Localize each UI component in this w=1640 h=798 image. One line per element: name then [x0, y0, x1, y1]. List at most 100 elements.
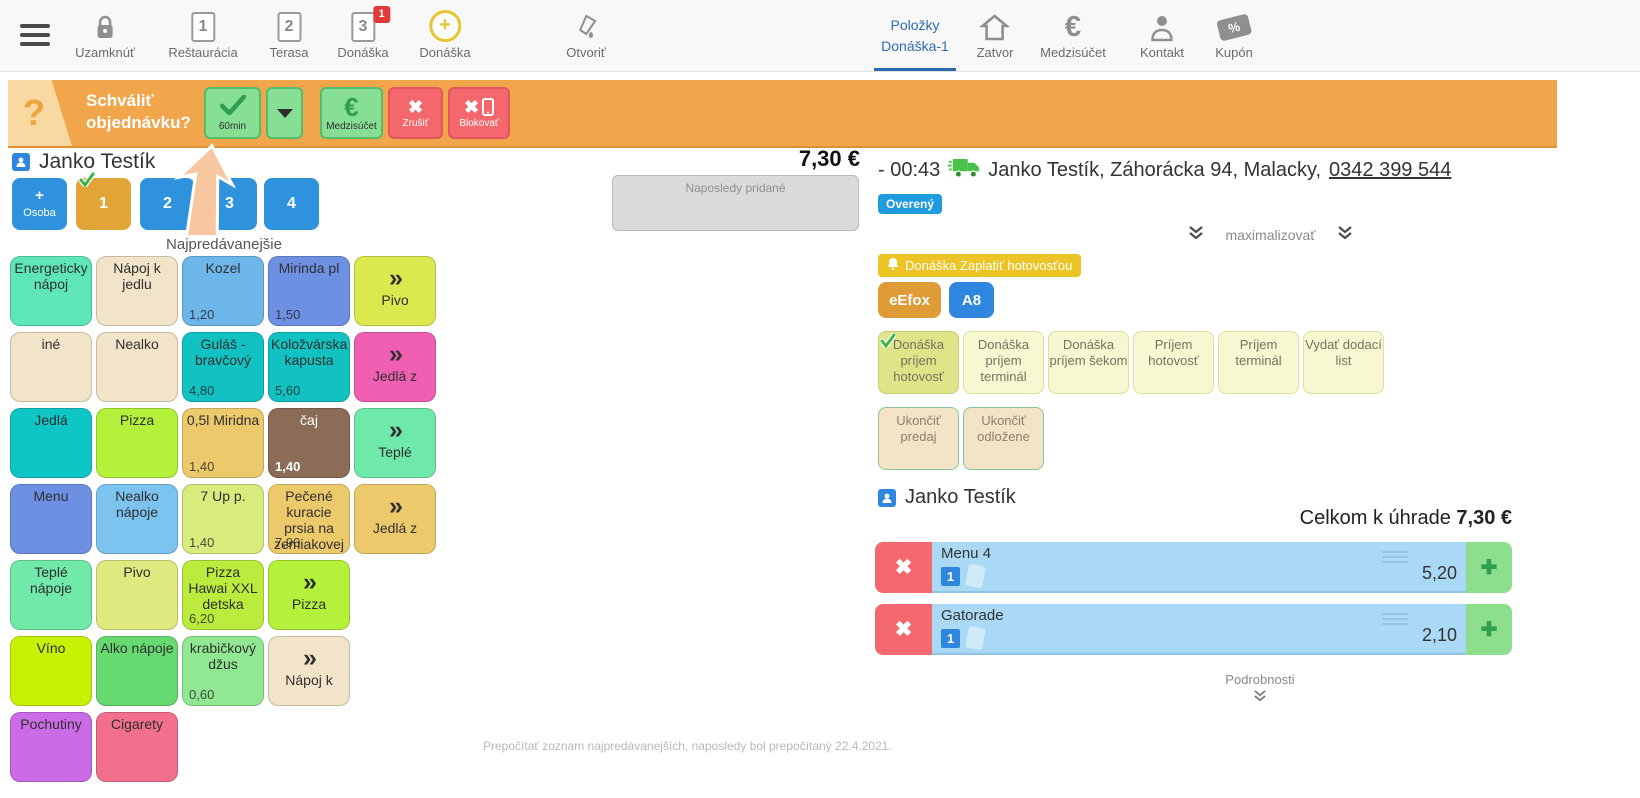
- toolbar-item-kontakt[interactable]: Kontakt: [1140, 8, 1184, 60]
- category-tile[interactable]: Nápoj k jedlu: [96, 256, 178, 326]
- menu-icon[interactable]: [20, 24, 50, 51]
- selected-check-icon: [879, 332, 897, 352]
- product-tile[interactable]: 0,5l Miridna 1,40: [182, 408, 264, 478]
- table-a8-button[interactable]: A8: [949, 282, 994, 318]
- seat-button-2[interactable]: 2: [140, 178, 195, 230]
- tile-label: Kozel: [205, 260, 241, 276]
- toolbar-item-restauracia[interactable]: 1 Reštaurácia: [168, 8, 238, 60]
- numbered-square-icon: 2: [269, 8, 308, 42]
- tab-polozky-donaska[interactable]: Položky Donáška-1: [872, 0, 958, 71]
- last-added-label: Naposledy pridané: [685, 181, 786, 195]
- category-tile[interactable]: Teplé nápoje: [10, 560, 92, 630]
- approve-time-dropdown[interactable]: [266, 87, 303, 139]
- approve-banner: ? Schváliť objednávku? 60min € Medzisúče…: [8, 80, 1557, 148]
- order-customer-name: Janko Testík: [905, 486, 1016, 508]
- product-tile[interactable]: Koložvárska kapusta 5,60: [268, 332, 350, 402]
- question-mark-icon: ?: [8, 80, 72, 146]
- product-tile[interactable]: Guláš - bravčový 4,80: [182, 332, 264, 402]
- tile-price: 4,80: [189, 383, 215, 398]
- product-tile[interactable]: Mirinda pl 1,50: [268, 256, 350, 326]
- payment-button[interactable]: Príjem hotovosť: [1133, 331, 1214, 394]
- tile-label: Pizza Hawai XXL detska: [188, 564, 258, 612]
- category-more-tile[interactable]: » Nápoj k: [268, 636, 350, 706]
- toolbar-item-medzisucet[interactable]: € Medzisúčet: [1040, 8, 1106, 60]
- product-tile[interactable]: čaj 1,40: [268, 408, 350, 478]
- payment-button-label: Donáška príjem terminál: [977, 337, 1030, 384]
- add-item-button[interactable]: ✚: [1466, 542, 1512, 593]
- seat-button-1[interactable]: 1: [76, 171, 131, 230]
- payment-button[interactable]: Donáška príjem terminál: [963, 331, 1044, 394]
- toolbar-item-donaska-plus[interactable]: + Donáška: [419, 8, 471, 60]
- toolbar-item-donaska-3[interactable]: 3 1 Donáška: [337, 6, 390, 60]
- category-tile[interactable]: iné: [10, 332, 92, 402]
- category-more-tile[interactable]: » Teplé: [354, 408, 436, 478]
- payment-button[interactable]: Príjem terminál: [1218, 331, 1299, 394]
- toolbar-item-label: Kupón: [1215, 45, 1253, 60]
- payment-button[interactable]: Donáška príjem hotovosť: [878, 331, 959, 394]
- product-tile[interactable]: 7 Up p. 1,40: [182, 484, 264, 554]
- customer-header: Janko Testík: [12, 150, 155, 174]
- add-item-button[interactable]: ✚: [1466, 604, 1512, 655]
- category-tile[interactable]: Víno: [10, 636, 92, 706]
- category-more-tile[interactable]: » Pizza: [268, 560, 350, 630]
- category-tile[interactable]: Jedlá: [10, 408, 92, 478]
- category-more-tile[interactable]: » Pivo: [354, 256, 436, 326]
- order-item[interactable]: Gatorade 1 2,10: [932, 604, 1466, 655]
- category-tile[interactable]: Nealko nápoje: [96, 484, 178, 554]
- block-customer-button[interactable]: ✖ Blokovať: [448, 87, 510, 139]
- category-tile[interactable]: Pivo: [96, 560, 178, 630]
- cancel-order-button[interactable]: ✖ Zrušiť: [388, 87, 443, 139]
- chevron-right-icon: »: [303, 644, 317, 672]
- drag-handle-icon: [1382, 613, 1408, 628]
- category-tile[interactable]: Pochutiny: [10, 712, 92, 782]
- category-tile[interactable]: Pizza: [96, 408, 178, 478]
- payment-button[interactable]: Vydať dodací list: [1303, 331, 1384, 394]
- payment-button-label: Príjem terminál: [1235, 337, 1282, 368]
- order-item[interactable]: Menu 4 1 5,20: [932, 542, 1466, 593]
- delivery-countdown: - 00:43: [878, 159, 941, 181]
- remove-item-button[interactable]: ✖: [875, 542, 932, 593]
- seat-button-3[interactable]: 3: [202, 178, 257, 230]
- payment-button[interactable]: Donáška príjem šekom: [1048, 331, 1129, 394]
- fiscal-efox-button[interactable]: eEfox: [878, 282, 941, 318]
- seat-button-4[interactable]: 4: [264, 178, 319, 230]
- product-tile[interactable]: krabičkový džus 0,60: [182, 636, 264, 706]
- maximize-toggle[interactable]: maximalizovať: [1188, 226, 1353, 243]
- product-tile[interactable]: Pečené kuracie prsia na zemiakovej 7,90: [268, 484, 350, 554]
- category-tile[interactable]: Energeticky nápoj: [10, 256, 92, 326]
- item-name: Gatorade: [941, 607, 1004, 624]
- toolbar-item-uzamknut[interactable]: Uzamknúť: [75, 8, 135, 60]
- finish-button[interactable]: Ukončiť odložene: [963, 407, 1044, 470]
- recalculate-note[interactable]: Prepočítať zoznam najpredávanejších, nap…: [483, 739, 892, 753]
- toolbar-item-kupon[interactable]: % Kupón: [1215, 8, 1253, 60]
- category-tile[interactable]: Cigarety: [96, 712, 178, 782]
- toolbar-item-otvorit[interactable]: Otvoriť: [566, 8, 606, 60]
- tile-label: Koložvárska kapusta: [271, 336, 348, 368]
- category-tile[interactable]: Alko nápoje: [96, 636, 178, 706]
- approve-order-button[interactable]: 60min: [204, 87, 261, 139]
- toolbar-item-zatvor[interactable]: Zatvor: [977, 8, 1014, 60]
- seat-button-add-person[interactable]: + Osoba: [12, 178, 67, 230]
- category-more-tile[interactable]: » Jedlá z: [354, 484, 436, 554]
- chevron-double-down-icon: [1254, 690, 1266, 702]
- chevron-double-down-icon: [1337, 226, 1353, 243]
- home-icon: [977, 8, 1014, 42]
- tab-line1: Položky: [890, 17, 940, 33]
- delivery-customer-address: Janko Testík, Záhorácka 94, Malacky,: [988, 159, 1322, 181]
- person-icon: [12, 153, 30, 171]
- category-tile[interactable]: Nealko: [96, 332, 178, 402]
- payment-status-label: Donáška Zaplatiť hotovosťou: [905, 257, 1073, 273]
- category-tile[interactable]: Menu: [10, 484, 92, 554]
- category-more-tile[interactable]: » Jedlá z: [354, 332, 436, 402]
- customer-phone-link[interactable]: 0342 399 544: [1329, 159, 1452, 181]
- finish-button[interactable]: Ukončiť predaj: [878, 407, 959, 470]
- toolbar-item-terasa[interactable]: 2 Terasa: [269, 8, 309, 60]
- details-toggle[interactable]: Podrobnosti: [1160, 672, 1360, 702]
- product-tile[interactable]: Pizza Hawai XXL detska 6,20: [182, 560, 264, 630]
- subtotal-button[interactable]: € Medzisúčet: [320, 87, 383, 139]
- plus-icon: +: [35, 187, 44, 204]
- marker-icon: [566, 8, 606, 42]
- total-label: Celkom k úhrade: [1299, 507, 1451, 529]
- product-tile[interactable]: Kozel 1,20: [182, 256, 264, 326]
- remove-item-button[interactable]: ✖: [875, 604, 932, 655]
